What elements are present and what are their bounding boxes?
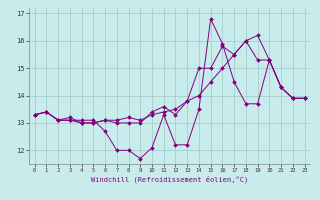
X-axis label: Windchill (Refroidissement éolien,°C): Windchill (Refroidissement éolien,°C)	[91, 176, 248, 183]
